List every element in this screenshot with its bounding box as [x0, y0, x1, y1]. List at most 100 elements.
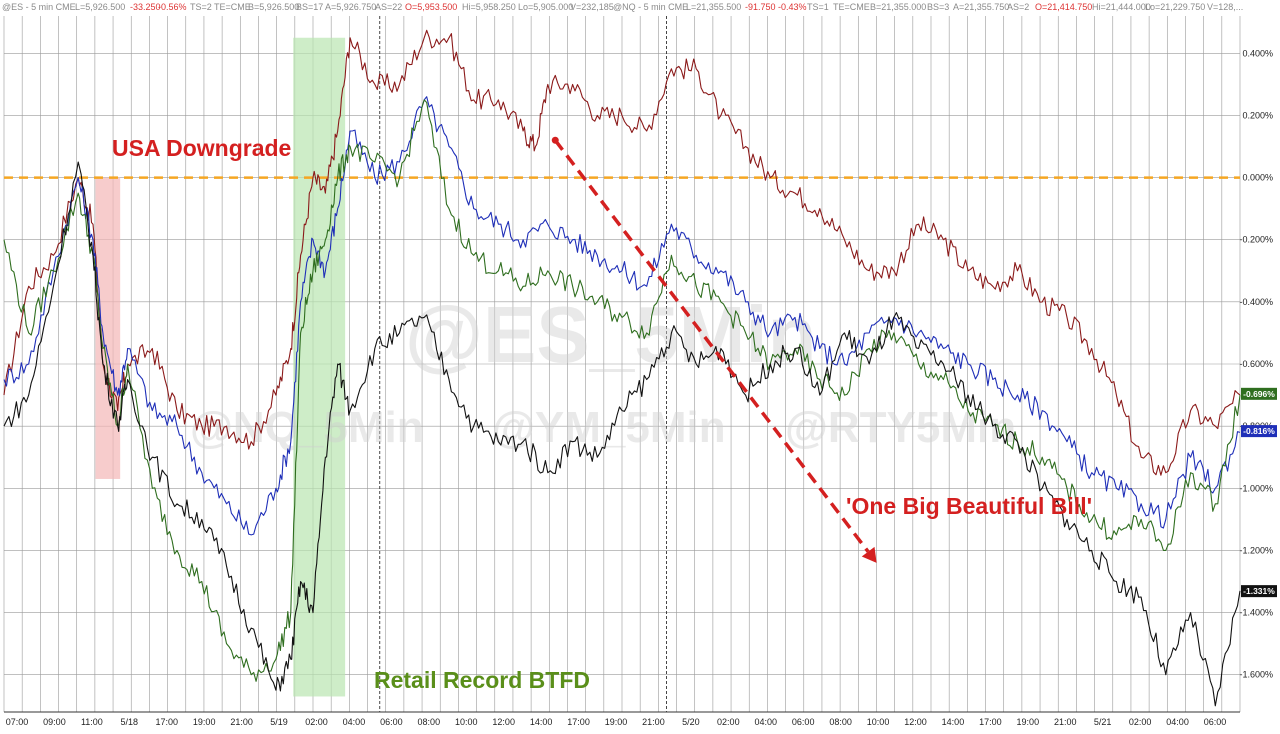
nq-high: Hi=21,444.000: [1092, 2, 1151, 12]
es-volume: V=232,185: [570, 2, 614, 12]
x-tick-label: 17:00: [155, 717, 178, 727]
x-tick-label: 14:00: [942, 717, 965, 727]
x-tick-label: 11:00: [81, 717, 103, 727]
x-tick-label: 5/18: [121, 717, 139, 727]
y-tick-label: -1.400%: [1239, 608, 1273, 618]
x-tick-label: 21:00: [230, 717, 253, 727]
x-tick-label: 21:00: [642, 717, 665, 727]
y-tick-label: 0.200%: [1242, 110, 1273, 120]
nq-bid: B=21,355.000: [870, 2, 926, 12]
last-value-label: -1.331%: [1243, 586, 1275, 596]
x-tick-label: 5/20: [682, 717, 700, 727]
x-tick-label: 12:00: [492, 717, 515, 727]
series-line: [3, 29, 1241, 476]
es-bid: B=5,926.500: [248, 2, 299, 12]
x-tick-label: 06:00: [1204, 717, 1227, 727]
es-pct: -0.56%: [158, 2, 187, 12]
es-te: TE=CME: [214, 2, 251, 12]
y-tick-label: -1.200%: [1239, 545, 1273, 555]
last-value-label: -0.696%: [1243, 389, 1275, 399]
x-tick-label: 08:00: [829, 717, 852, 727]
x-tick-label: 04:00: [343, 717, 366, 727]
watermark-es: @ES_5Min: [405, 290, 816, 379]
nq-open: O=21,414.750: [1035, 2, 1092, 12]
y-tick-label: -1.000%: [1239, 483, 1273, 493]
x-tick-label: 19:00: [1017, 717, 1040, 727]
y-tick-label: -0.400%: [1239, 297, 1273, 307]
x-axis-background: [0, 712, 1280, 734]
es-low: Lo=5,905.000: [518, 2, 573, 12]
x-tick-label: 02:00: [717, 717, 740, 727]
x-tick-label: 21:00: [1054, 717, 1077, 727]
grid: [0, 16, 1280, 734]
nq-ts: TS=1: [807, 2, 829, 12]
y-axis: 0.400% 0.200% 0.000% -0.200% -0.400% -0.600% -…: [1239, 48, 1273, 679]
band-downgrade: [95, 177, 121, 479]
last-value-labels: -0.696% -0.816% -1.331%: [1241, 387, 1277, 598]
es-ask: A=5,926.750: [325, 2, 376, 12]
x-tick-label: 04:00: [1166, 717, 1189, 727]
es-ts: TS=2: [190, 2, 212, 12]
nq-last: L=21,355.500: [686, 2, 741, 12]
series-lines: [3, 29, 1241, 707]
highlight-bands: [95, 37, 346, 697]
x-tick-label: 17:00: [979, 717, 1002, 727]
band-retail: [293, 37, 346, 697]
x-tick-label: 06:00: [380, 717, 403, 727]
trend-arrow: [551, 136, 877, 563]
annotation-retail: Retail Record BTFD: [374, 667, 590, 693]
x-tick-label: 12:00: [904, 717, 927, 727]
watermark-nq: @NQ_5Min: [190, 403, 424, 452]
x-tick-label: 14:00: [530, 717, 553, 727]
x-tick-label: 04:00: [754, 717, 777, 727]
watermark-ym: @YM_5Min: [492, 403, 726, 452]
x-tick-label: 08:00: [418, 717, 441, 727]
es-open: O=5,953.500: [405, 2, 457, 12]
es-change: -33.250: [130, 2, 161, 12]
nq-low: Lo=21,229.750: [1145, 2, 1205, 12]
x-tick-label: 02:00: [305, 717, 328, 727]
x-tick-label: 5/21: [1094, 717, 1112, 727]
x-tick-label: 19:00: [605, 717, 628, 727]
last-value-tag: [1241, 425, 1277, 438]
es-last: L=5,926.500: [75, 2, 125, 12]
es-high: Hi=5,958.250: [462, 2, 516, 12]
nq-ask: A=21,355.750: [953, 2, 1009, 12]
header-bar: @ES - 5 min CME L=5,926.500 -33.250 -0.5…: [2, 2, 1243, 12]
x-tick-label: 17:00: [567, 717, 590, 727]
trend-arrow-line: [553, 139, 870, 553]
nq-bidsize: BS=3: [927, 2, 949, 12]
x-tick-label: 09:00: [43, 717, 66, 727]
nq-asksize: AS=2: [1007, 2, 1029, 12]
nq-pct: -0.43%: [778, 2, 807, 12]
x-tick-label: 10:00: [867, 717, 890, 727]
last-value-tag: [1241, 585, 1277, 598]
y-tick-label: -0.200%: [1239, 235, 1273, 245]
trend-arrow-head: [861, 546, 877, 563]
es-symbol: @ES - 5 min CME: [2, 2, 76, 12]
series-line: [3, 99, 1241, 682]
nq-te: TE=CME: [833, 2, 870, 12]
y-tick-label: -1.600%: [1239, 670, 1273, 680]
x-axis: 07:00 09:00 11:00 5/18 17:00 19:00 21:00 5/19 02…: [6, 717, 1227, 727]
series-line: [3, 96, 1241, 536]
last-value-tag: [1241, 387, 1277, 400]
x-tick-label: 10:00: [455, 717, 478, 727]
series-line: [3, 161, 1241, 707]
es-bidsize: BS=17: [296, 2, 323, 12]
y-tick-label: 0.000%: [1242, 173, 1273, 183]
annotation-downgrade: USA Downgrade: [112, 135, 291, 161]
es-asksize: AS=22: [375, 2, 402, 12]
last-value-label: -0.816%: [1243, 426, 1275, 436]
nq-change: -91.750: [745, 2, 776, 12]
x-tick-label: 19:00: [193, 717, 216, 727]
x-tick-label: 5/19: [270, 717, 288, 727]
nq-volume: V=128,...: [1207, 2, 1243, 12]
x-tick-label: 02:00: [1129, 717, 1152, 727]
annotation-bill: 'One Big Beautiful Bill': [846, 493, 1092, 519]
y-tick-label: 0.400%: [1242, 48, 1273, 58]
x-tick-label: 07:00: [6, 717, 29, 727]
nq-symbol: @NQ - 5 min CME: [613, 2, 688, 12]
x-tick-label: 06:00: [792, 717, 815, 727]
